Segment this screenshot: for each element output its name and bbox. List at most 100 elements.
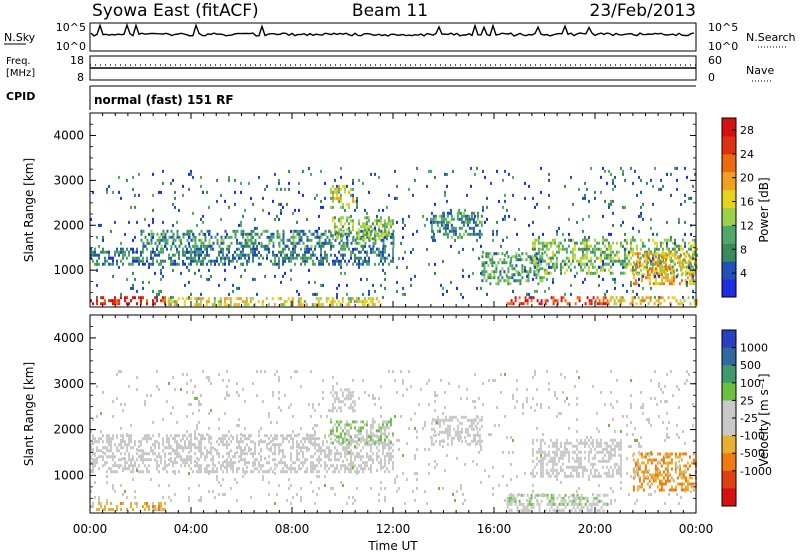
velocity-cell	[122, 446, 124, 450]
power-cell	[152, 172, 154, 176]
power-cell	[608, 205, 610, 209]
power-cell	[508, 214, 510, 218]
power-cell	[100, 296, 102, 300]
velocity-cell	[292, 446, 294, 450]
power-cell	[654, 252, 657, 256]
power-cell	[202, 241, 205, 245]
power-cell	[156, 253, 158, 257]
velocity-cell	[662, 458, 665, 462]
power-cell	[660, 267, 663, 271]
power-cell	[452, 229, 455, 233]
power-cell	[690, 258, 693, 262]
velocity-cell	[144, 508, 146, 511]
velocity-cell	[458, 430, 461, 434]
power-cell	[531, 261, 534, 265]
velocity-cell	[476, 439, 479, 443]
power-cell	[632, 235, 634, 239]
power-cell	[583, 265, 586, 269]
velocity-cell	[100, 449, 102, 453]
power-cell	[318, 235, 321, 239]
power-cell	[335, 237, 338, 241]
power-cell	[361, 237, 364, 241]
power-cell	[156, 247, 158, 251]
power-cell	[655, 241, 658, 245]
velocity-cell	[541, 471, 544, 475]
power-cell	[142, 296, 144, 300]
velocity-cell	[551, 462, 554, 466]
velocity-cell	[228, 461, 230, 465]
velocity-cell	[578, 496, 581, 500]
power-cell	[535, 259, 538, 263]
velocity-cell	[550, 493, 553, 497]
power-cell	[240, 190, 242, 194]
power-cell	[515, 255, 518, 259]
power-cell	[314, 247, 316, 251]
power-cell	[683, 299, 686, 303]
power-cell	[536, 202, 538, 206]
power-cell	[339, 228, 342, 232]
velocity-cell	[658, 452, 661, 456]
power-cell	[170, 262, 172, 266]
power-cell	[377, 237, 380, 241]
power-cell	[288, 238, 291, 242]
power-cell	[541, 279, 544, 283]
velocity-cell	[558, 493, 561, 497]
power-cell	[359, 300, 362, 304]
velocity-cell	[98, 449, 100, 453]
power-cell	[652, 232, 654, 236]
power-cell	[458, 235, 461, 239]
power-cell	[565, 268, 568, 272]
velocity-cell	[194, 452, 196, 456]
power-cell	[432, 214, 435, 218]
power-cell	[237, 303, 240, 307]
power-cell	[617, 256, 620, 260]
velocity-cell	[464, 439, 467, 443]
velocity-cell	[300, 440, 302, 444]
velocity-cell	[553, 450, 556, 454]
power-cell	[524, 299, 527, 303]
velocity-cell	[530, 496, 533, 500]
velocity-cell	[430, 421, 433, 425]
power-cell	[296, 256, 298, 260]
velocity-cell	[377, 438, 380, 442]
power-cell	[308, 247, 310, 251]
velocity-cell	[324, 464, 326, 468]
velocity-cell	[174, 449, 176, 453]
power-cell	[582, 217, 584, 221]
power-cell	[410, 250, 412, 254]
power-cell	[134, 259, 136, 263]
power-cell	[140, 302, 142, 306]
power-cell	[491, 276, 494, 280]
velocity-cell	[582, 505, 585, 509]
velocity-cell	[290, 458, 292, 462]
velocity-cell	[452, 427, 455, 431]
power-cell	[543, 259, 546, 263]
power-cell	[200, 253, 202, 257]
power-cell	[615, 253, 618, 257]
velocity-cell	[388, 452, 390, 456]
power-cell	[430, 169, 432, 173]
power-cell	[646, 270, 649, 274]
velocity-cell	[222, 470, 224, 474]
power-cell	[659, 302, 662, 306]
velocity-cell	[356, 455, 358, 459]
velocity-cell	[106, 455, 108, 459]
velocity-cell	[357, 432, 360, 436]
power-cell	[594, 259, 596, 263]
power-cell	[660, 264, 663, 268]
power-cell	[521, 252, 524, 256]
power-cell	[170, 295, 172, 299]
power-cell	[278, 202, 280, 206]
power-cell	[320, 262, 322, 266]
power-cell	[158, 253, 160, 257]
velocity-cell	[640, 455, 643, 459]
power-cell	[532, 277, 534, 281]
velocity-cell	[290, 437, 292, 441]
velocity-cell	[116, 470, 118, 474]
power-cell	[228, 247, 230, 251]
power-cell	[142, 280, 144, 284]
velocity-cell	[164, 502, 166, 505]
power-cell	[219, 303, 222, 307]
power-cell	[392, 259, 394, 263]
power-cell	[585, 247, 588, 251]
